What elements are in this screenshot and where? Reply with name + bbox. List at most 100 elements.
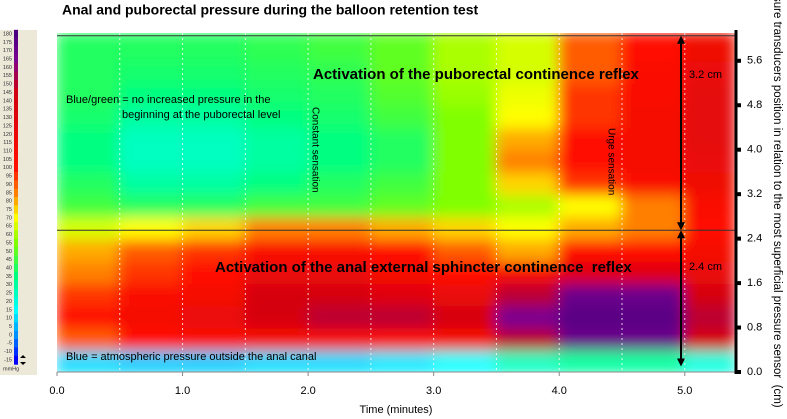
heat-cell [432,170,498,196]
colorbar-label: 180 [3,31,12,37]
heat-cell [495,237,561,262]
heat-cell [558,82,623,107]
heat-cell [495,259,561,285]
colorbar-swatch [14,288,18,298]
colorbar-label: 40 [6,266,12,272]
colorbar-swatch [14,255,18,265]
heat-cell [683,348,735,372]
heat-cell [369,259,435,285]
colorbar-arrows [20,355,26,365]
heat-cell [57,259,121,285]
heat-cell [495,148,561,173]
colorbar-label: 45 [6,257,12,263]
heat-cell [307,82,372,107]
heat-cell [495,104,561,129]
heat-cell [57,82,121,107]
heat-cell [307,282,372,307]
x-tick-label: 3.0 [426,385,441,397]
y2-tick [737,325,741,330]
heat-cell [495,193,561,218]
heat-cell [57,348,121,372]
colorbar-label: 110 [3,148,12,154]
heat-cell [181,282,247,307]
heat-cell [621,348,686,372]
heat-cell [621,126,686,151]
heat-cell [181,170,247,196]
heat-cell [558,348,623,372]
heat-cell [244,193,310,218]
heat-cell [683,126,735,151]
colorbar-swatch [14,197,18,206]
colorbar-label: 125 [3,123,12,129]
colorbar-label: 5 [9,324,12,330]
y-axis-label: Pressure transducers position in relatio… [771,0,783,408]
heat-cell [621,304,686,329]
x-tick-label: 0.0 [49,385,64,397]
heat-cell [307,237,372,262]
heat-cell [432,82,498,107]
heat-cell [118,304,184,329]
heat-cell [432,193,498,218]
colorbar-label: 55 [6,240,12,246]
colorbar-label: 105 [3,157,12,163]
heat-cell [118,237,184,262]
heat-cell [57,59,121,85]
heat-cell [307,215,372,240]
colorbar-label: 10 [6,316,12,322]
heat-cell [558,259,623,285]
heat-cell [307,104,372,129]
colorbar-label: 65 [6,224,12,230]
heat-cell [181,82,247,107]
colorbar-label: 90 [6,182,12,188]
heat-cell [432,259,498,285]
colorbar-label: 145 [3,90,12,96]
colorbar-swatch [14,29,18,39]
heat-cell [244,237,310,262]
heat-cell [621,259,686,285]
heat-cell [244,148,310,173]
heat-cell [432,282,498,307]
heat-cell [495,59,561,85]
heat-cell [307,348,372,372]
heat-cell [181,237,247,262]
colorbar-swatch [14,297,18,307]
annotation: Activation of the anal external sphincte… [215,259,632,276]
colorbar-label: 120 [3,132,12,138]
heat-cell [432,148,498,173]
heat-cell [369,326,435,351]
y2-tick [737,192,741,197]
heat-cell [244,126,310,151]
y2-tick-label: 3.2 [747,188,762,200]
heat-cell [495,282,561,307]
heatmap [57,33,735,372]
heat-cell [181,193,247,218]
heat-cell [244,259,310,285]
heat-cell [307,33,372,62]
heat-cell [495,33,561,62]
heat-cell [57,33,121,62]
heat-cell [621,193,686,218]
heat-cell [181,59,247,85]
colorbar-swatch [14,247,18,257]
x-axis-label: Time (minutes) [360,404,433,416]
heat-cell [118,104,184,129]
colorbar-label: 155 [3,73,12,79]
heat-cell [558,148,623,173]
colorbar-label: -10 [4,349,12,355]
colorbar-label: 100 [3,165,12,171]
heat-cell [683,33,735,62]
heat-cell [244,82,310,107]
heat-cell [495,348,561,372]
y2-tick-label: 0.0 [747,366,762,378]
heat-cell [432,126,498,151]
y2-tick-label: 4.0 [747,144,762,156]
colorbar-label: 95 [6,174,12,180]
heat-cell [57,282,121,307]
heat-cell [432,104,498,129]
y2-tick-label: 4.8 [747,99,762,111]
colorbar-swatch [14,305,18,315]
colorbar-swatch [14,272,18,282]
heat-cell [432,33,498,62]
colorbar-swatch [14,322,18,332]
heat-cell [369,126,435,151]
